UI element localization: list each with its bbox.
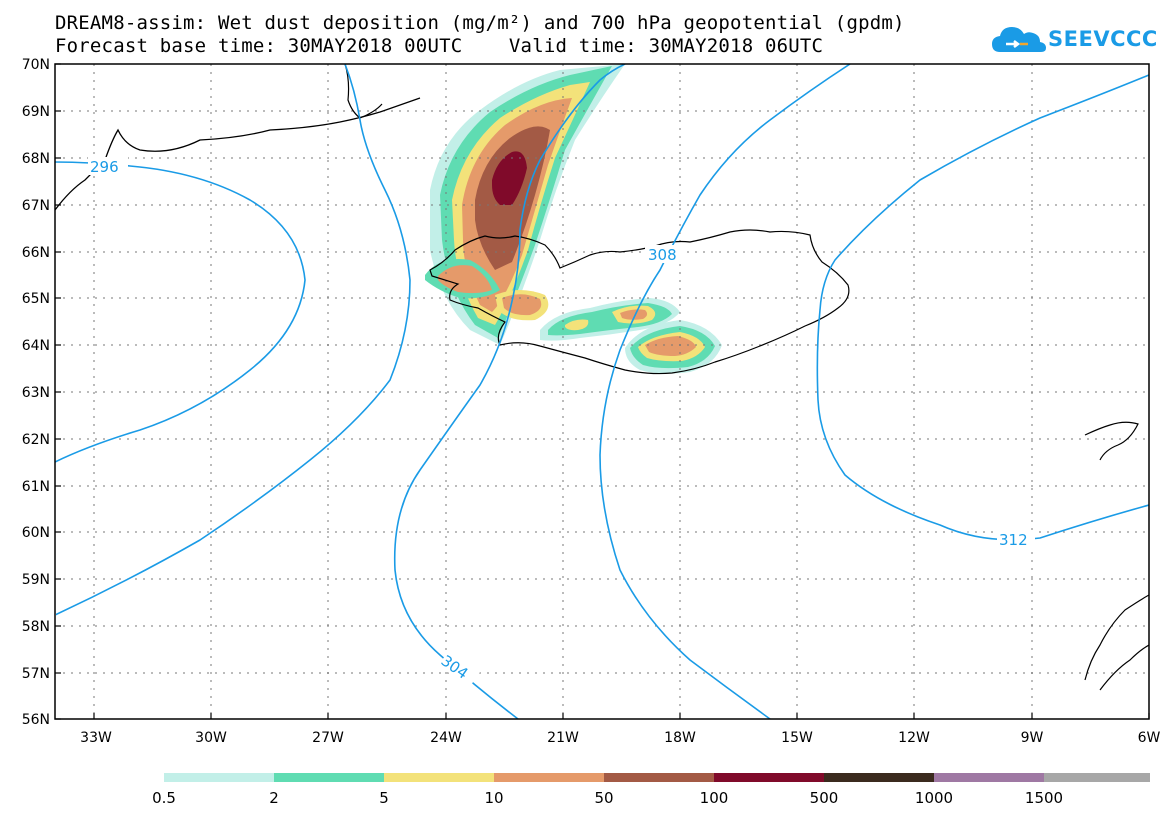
legend-swatch <box>824 773 934 782</box>
lon-label: 30W <box>195 730 227 746</box>
lat-label: 57N <box>22 666 50 682</box>
longitude-labels: 33W 30W 27W 24W 21W 18W 15W 12W 9W 6W <box>80 730 1160 746</box>
lat-label: 63N <box>22 385 50 401</box>
lat-label: 58N <box>22 619 50 635</box>
legend-swatch <box>1044 773 1150 782</box>
legend-label: 2 <box>269 789 279 807</box>
map-title: DREAM8-assim: Wet dust deposition (mg/m²… <box>55 12 905 34</box>
legend-label: 100 <box>700 789 729 807</box>
legend-label: 50 <box>594 789 613 807</box>
lat-label: 61N <box>22 479 50 495</box>
legend-swatch <box>384 773 494 782</box>
map-subtitle: Forecast base time: 30MAY2018 00UTC Vali… <box>55 35 824 57</box>
lon-label: 15W <box>781 730 813 746</box>
legend-label: 1000 <box>915 789 953 807</box>
lon-label: 21W <box>547 730 579 746</box>
seevccc-logo: SEEVCCC <box>990 22 1157 56</box>
contour-label-312: 312 <box>999 531 1028 549</box>
lon-label: 24W <box>430 730 462 746</box>
map-area <box>55 64 1149 719</box>
legend-label: 0.5 <box>152 789 176 807</box>
legend-swatch <box>604 773 714 782</box>
graticule <box>55 64 1149 719</box>
coastlines <box>55 64 1149 691</box>
lat-label: 69N <box>22 104 50 120</box>
legend-swatch <box>494 773 604 782</box>
lat-label: 66N <box>22 245 50 261</box>
lon-label: 33W <box>80 730 112 746</box>
lat-label: 64N <box>22 338 50 354</box>
legend-label: 1500 <box>1025 789 1063 807</box>
legend-swatch <box>274 773 384 782</box>
lat-label: 70N <box>22 57 50 73</box>
legend-swatch <box>714 773 824 782</box>
legend-swatch <box>934 773 1044 782</box>
dust-plume <box>425 64 722 374</box>
legend-swatch <box>164 773 274 782</box>
lat-label: 56N <box>22 712 50 728</box>
contour-label-296: 296 <box>90 158 119 176</box>
lat-label: 62N <box>22 432 50 448</box>
axis-ticks <box>55 63 1150 720</box>
lat-label: 67N <box>22 198 50 214</box>
lon-label: 18W <box>664 730 696 746</box>
latitude-labels: 70N 69N 68N 67N 66N 65N 64N 63N 62N 61N … <box>22 57 50 728</box>
lat-label: 65N <box>22 291 50 307</box>
lat-label: 68N <box>22 151 50 167</box>
lon-label: 27W <box>312 730 344 746</box>
lat-label: 60N <box>22 525 50 541</box>
cloud-icon <box>992 27 1046 52</box>
geopotential-contours <box>55 64 1149 719</box>
logo-text: SEEVCCC <box>1048 27 1158 51</box>
lon-label: 12W <box>898 730 930 746</box>
color-legend: 0.5 2 5 10 50 100 500 1000 1500 <box>152 773 1150 807</box>
lon-label: 6W <box>1138 730 1161 746</box>
lat-label: 59N <box>22 572 50 588</box>
legend-label: 500 <box>810 789 839 807</box>
contour-label-308: 308 <box>648 246 677 264</box>
legend-label: 10 <box>484 789 503 807</box>
legend-label: 5 <box>379 789 389 807</box>
lon-label: 9W <box>1021 730 1044 746</box>
